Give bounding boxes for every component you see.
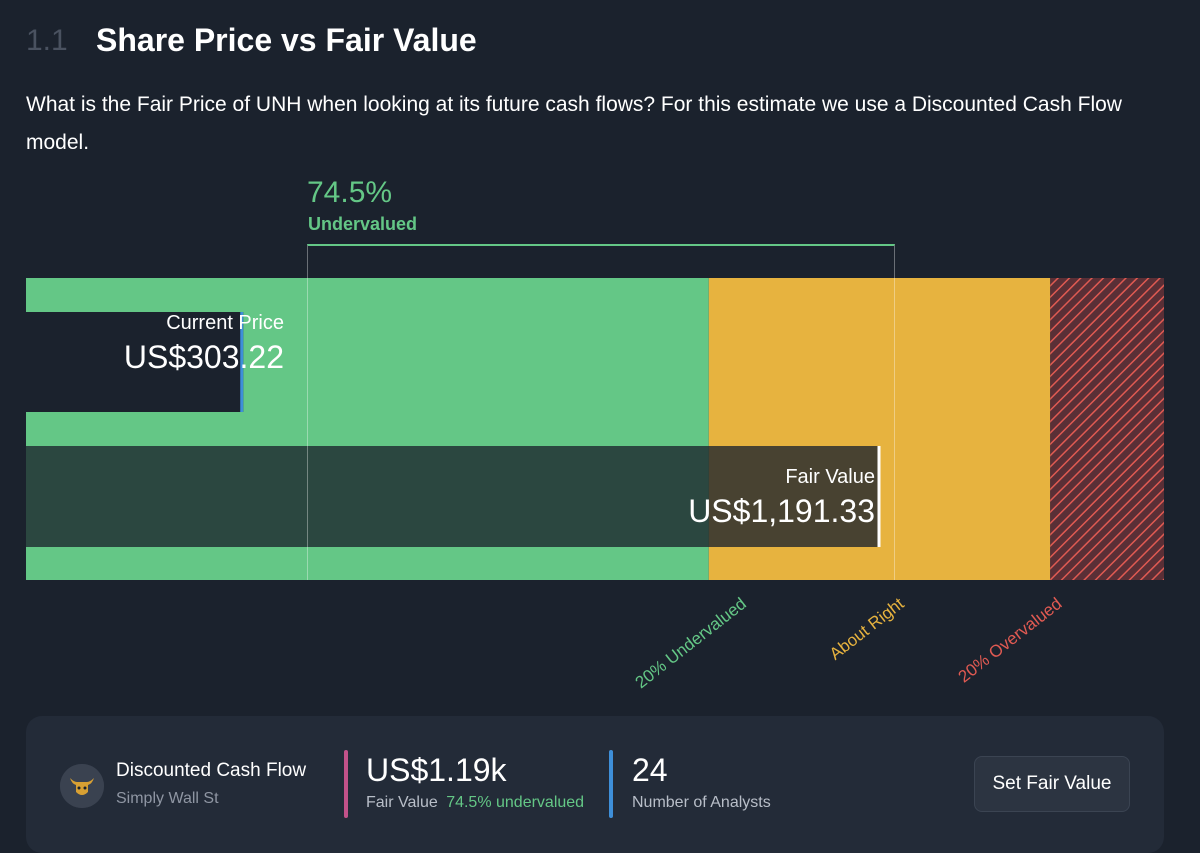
discount-label: Undervalued <box>308 214 418 234</box>
analysts-divider <box>609 750 613 818</box>
fair-value-bar <box>26 446 880 547</box>
model-name: Discounted Cash Flow <box>116 760 307 781</box>
section-description: What is the Fair Price of UNH when looki… <box>26 93 1122 154</box>
fair-value-label: Fair Value US$1,191.33 <box>640 466 875 530</box>
bull-icon <box>60 764 104 808</box>
discount-percent: 74.5% <box>307 176 393 209</box>
fair-value-divider <box>344 750 348 818</box>
fair-value-value: US$1,191.33 <box>688 493 875 529</box>
current-price-label: Current Price US$303.22 <box>26 312 284 376</box>
fair-value-title: Fair Value <box>785 466 875 488</box>
current-price-value: US$303.22 <box>123 339 284 375</box>
model-source: Simply Wall St <box>116 790 219 807</box>
section-number: 1.1 <box>26 24 68 57</box>
fair-value-caption-label: Fair Value <box>366 794 438 811</box>
fair-value-marker <box>877 446 881 547</box>
fair-value-caption: Fair Value 74.5% undervalued <box>366 794 584 812</box>
analysts-count: 24 <box>632 752 668 788</box>
valuation-chart <box>26 278 1164 580</box>
valuation-summary-card: Discounted Cash Flow Simply Wall St US$1… <box>26 716 1164 853</box>
current-price-marker <box>240 312 244 412</box>
set-fair-value-button[interactable]: Set Fair Value <box>974 756 1130 812</box>
analysts-label: Number of Analysts <box>632 794 771 811</box>
current-price-title: Current Price <box>166 312 284 334</box>
current-price-bar <box>26 312 244 412</box>
zone-band-2 <box>1050 278 1164 580</box>
fair-value-short: US$1.19k <box>366 752 507 788</box>
fair-value-status: 74.5% undervalued <box>446 794 585 811</box>
section-title: Share Price vs Fair Value <box>96 22 477 58</box>
